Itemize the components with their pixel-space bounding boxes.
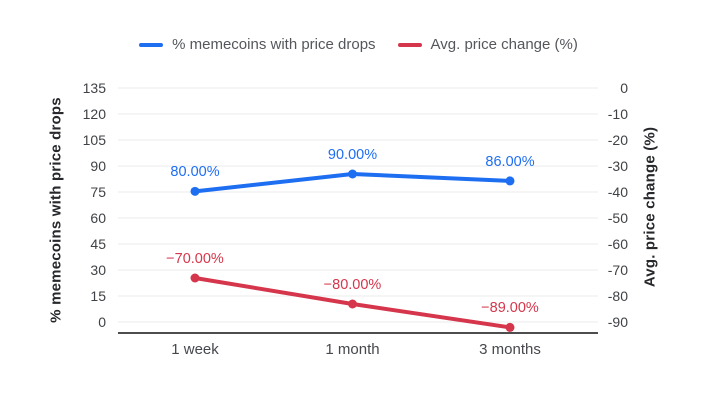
y-axis-tick-left: 45: [90, 236, 106, 252]
y-axis-tick-left: 30: [90, 262, 106, 278]
y-axis-tick-right: -90: [607, 314, 628, 330]
y-axis-tick-right: -60: [607, 236, 628, 252]
legend-item-avg-price[interactable]: Avg. price change (%): [397, 36, 578, 53]
data-point-label: −70.00%: [166, 251, 224, 267]
x-axis-label: 1 week: [171, 341, 219, 358]
y-axis-tick-right: -40: [607, 184, 628, 200]
data-point-label: −89.00%: [481, 300, 539, 317]
data-point[interactable]: [505, 176, 515, 186]
y-axis-tick-right: -10: [607, 106, 628, 122]
legend-label: Avg. price change (%): [430, 36, 578, 53]
y-axis-tick-right: -20: [607, 132, 628, 148]
legend-swatch-blue-icon: [139, 42, 164, 47]
x-axis-label: 1 month: [325, 341, 380, 358]
y-axis-tick-right: -30: [607, 158, 628, 174]
y-axis-tick-right: -80: [607, 288, 628, 304]
data-point[interactable]: [190, 273, 200, 283]
y-axis-tick-left: 60: [90, 210, 106, 226]
legend-label: % memecoins with price drops: [172, 36, 376, 53]
data-point[interactable]: [505, 322, 515, 332]
data-point[interactable]: [348, 299, 357, 309]
chart-legend: % memecoins with price drops Avg. price …: [0, 36, 717, 53]
x-axis-label: 3 months: [479, 341, 541, 358]
y-axis-tick-left: 75: [90, 184, 106, 200]
data-point[interactable]: [348, 169, 357, 179]
data-point-label: 80.00%: [170, 164, 220, 181]
y-axis-tick-right: 0: [620, 80, 628, 96]
y-axis-tick-left: 90: [90, 158, 106, 174]
y-axis-tick-left: 105: [82, 132, 106, 148]
y-axis-tick-right: -50: [607, 210, 628, 226]
data-point-label: −80.00%: [323, 277, 382, 293]
data-point-label: 90.00%: [327, 147, 378, 163]
legend-swatch-red-icon: [397, 42, 422, 47]
y-axis-tick-left: 135: [82, 80, 106, 96]
data-point-label: 86.00%: [485, 153, 535, 170]
data-point[interactable]: [190, 186, 200, 196]
y-axis-tick-right: -70: [607, 262, 628, 278]
y-axis-tick-left: 0: [98, 314, 106, 330]
y-axis-tick-left: 120: [82, 106, 106, 122]
y-axis-tick-left: 15: [90, 288, 106, 304]
legend-item-memecoins[interactable]: % memecoins with price drops: [139, 36, 376, 53]
